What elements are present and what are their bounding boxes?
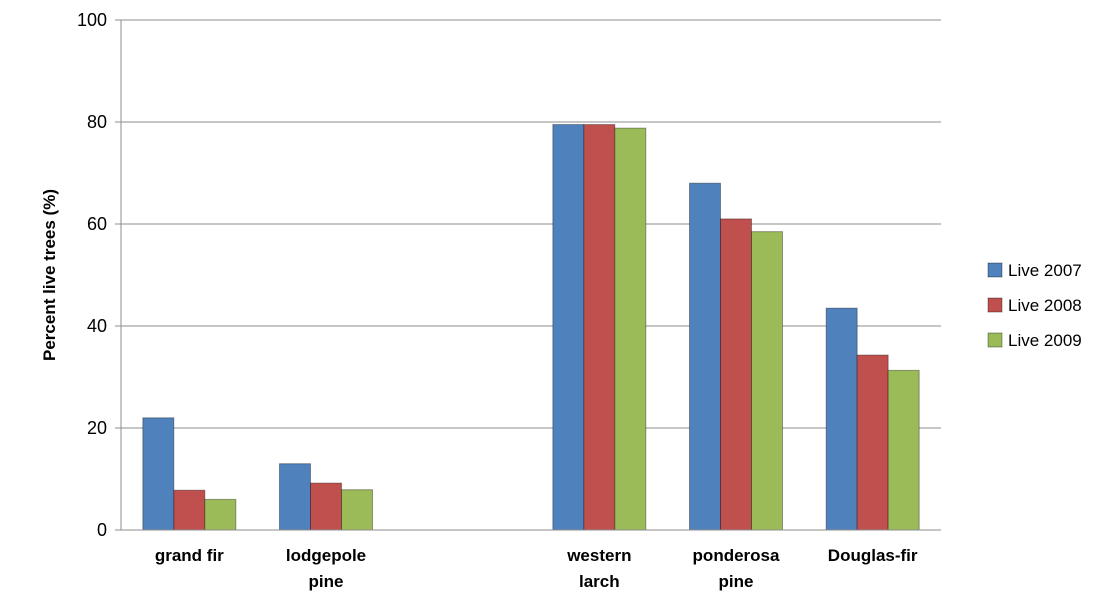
- y-tick-label: 60: [87, 214, 107, 234]
- bar: [751, 231, 783, 531]
- y-tick-label: 100: [77, 10, 107, 30]
- x-category-label: ponderosa: [693, 546, 780, 565]
- legend: Live 2007 Live 2008 Live 2009: [987, 261, 1082, 350]
- bar: [310, 482, 342, 531]
- legend-swatch: [987, 332, 1003, 348]
- bar: [825, 307, 858, 531]
- bar: [279, 463, 311, 531]
- legend-swatch: [987, 262, 1003, 278]
- y-axis-title: Percent live trees (%): [40, 189, 59, 361]
- x-category-label: Douglas-fir: [828, 546, 918, 565]
- legend-swatch: [987, 297, 1003, 313]
- bar: [856, 354, 889, 531]
- y-tick-labels: 0 20 40 60 80 100: [77, 10, 107, 540]
- legend-label: Live 2007: [1008, 261, 1082, 280]
- bar: [204, 498, 237, 531]
- bar: [720, 218, 752, 531]
- y-tick-label: 20: [87, 418, 107, 438]
- bar: [142, 417, 175, 531]
- legend-label: Live 2008: [1008, 296, 1082, 315]
- bar: [689, 182, 721, 531]
- y-tick-label: 40: [87, 316, 107, 336]
- bar: [887, 369, 920, 531]
- x-category-label: pine: [309, 572, 344, 591]
- legend-label: Live 2009: [1008, 331, 1082, 350]
- bar: [173, 489, 206, 531]
- x-category-label: grand fir: [155, 546, 224, 565]
- axes: [115, 19, 941, 531]
- x-category-labels: grand fir lodgepole pine western larch ponder…: [155, 546, 918, 591]
- y-tick-label: 80: [87, 112, 107, 132]
- x-category-label: lodgepole: [286, 546, 366, 565]
- y-tick-label: 0: [97, 520, 107, 540]
- bar: [552, 124, 585, 531]
- x-category-label: pine: [719, 572, 754, 591]
- bar: [583, 124, 616, 531]
- x-category-label: larch: [579, 572, 620, 591]
- x-category-label: western: [566, 546, 631, 565]
- bar: [614, 127, 647, 531]
- gridlines: [121, 19, 941, 429]
- bars: [142, 124, 920, 531]
- bar: [341, 489, 373, 531]
